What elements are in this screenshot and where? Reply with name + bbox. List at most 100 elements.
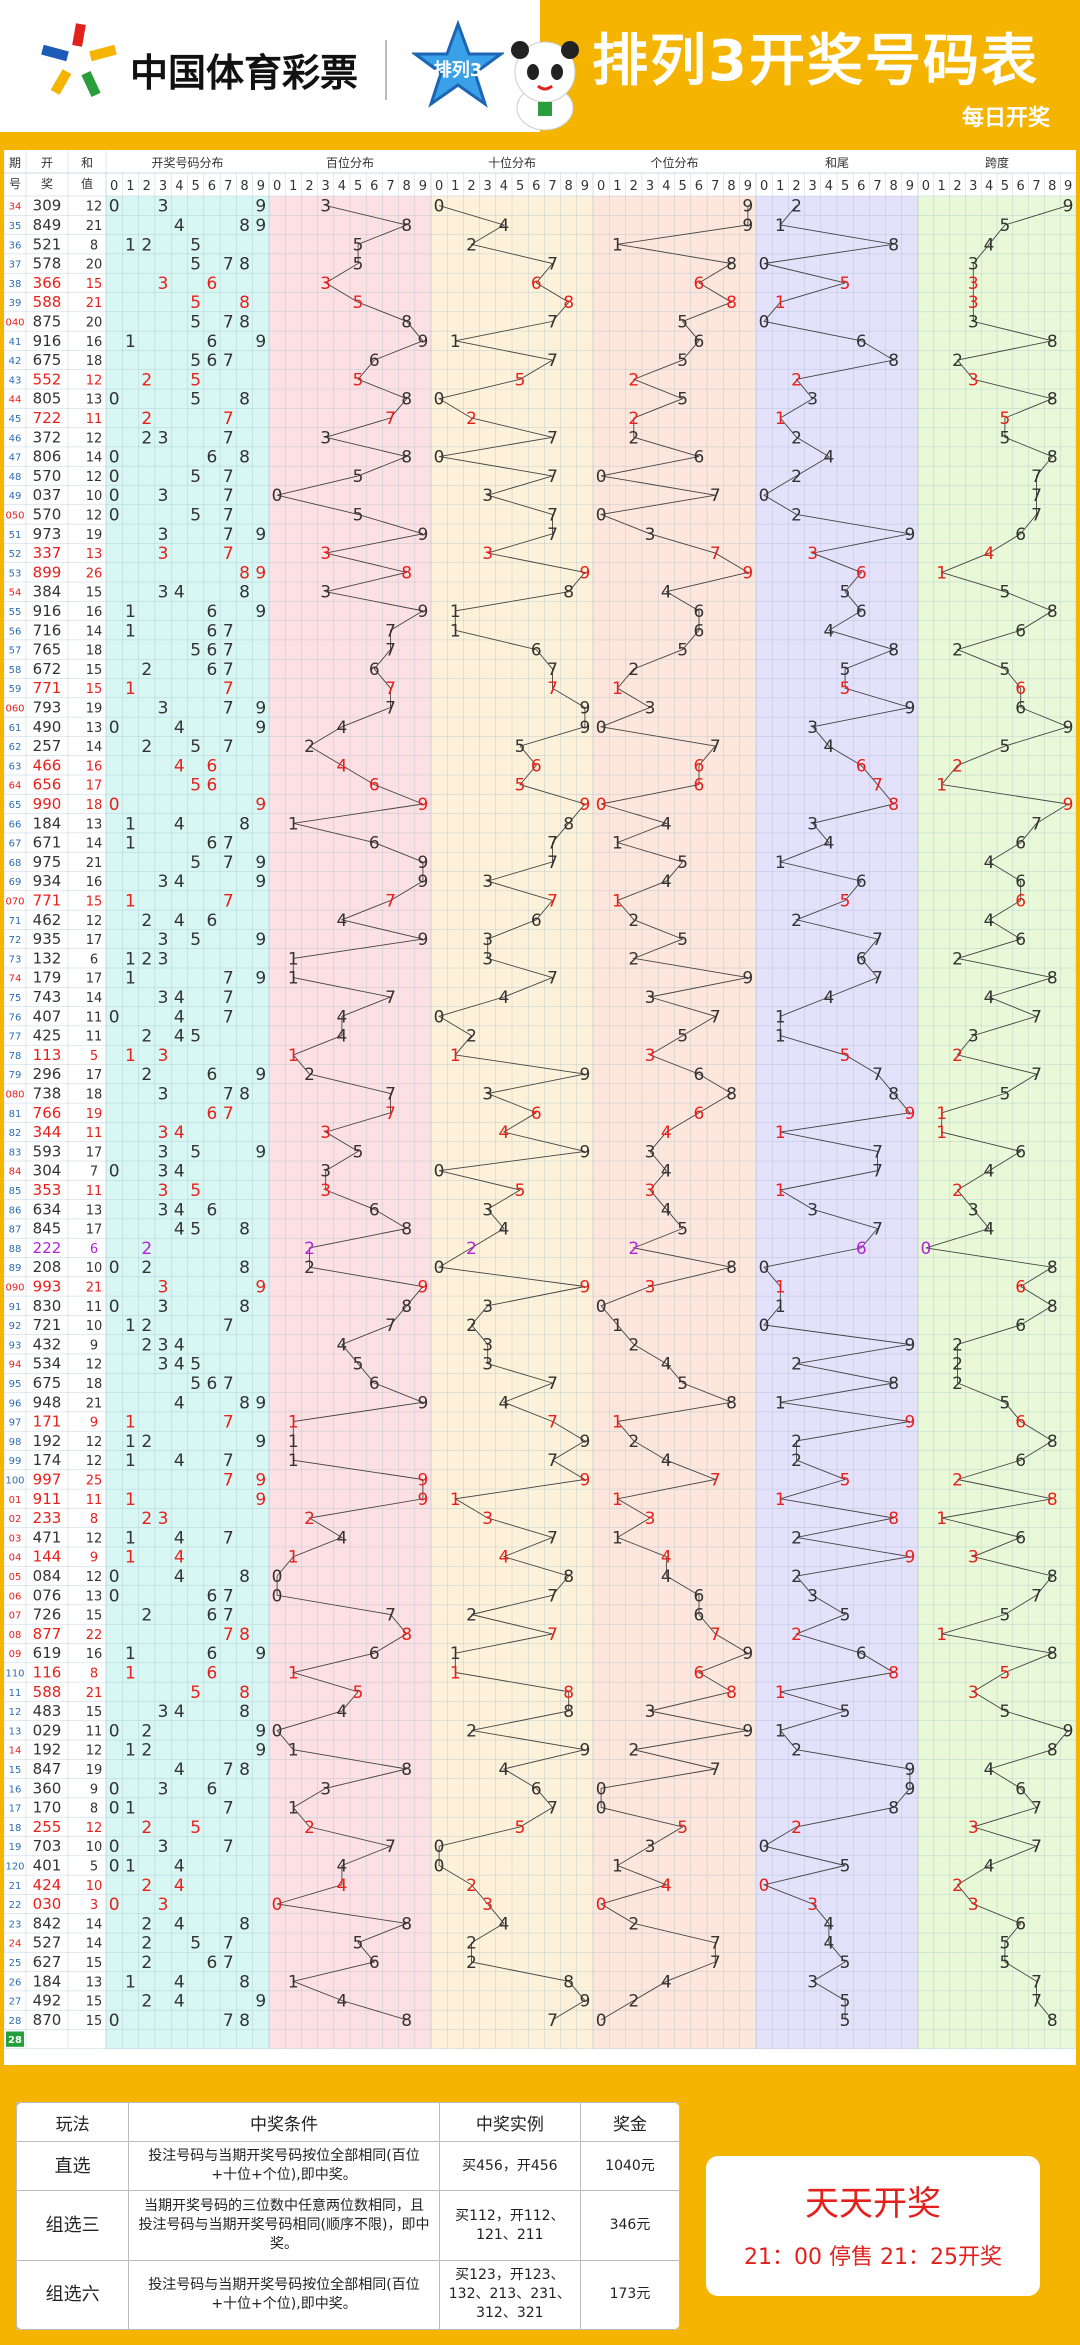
trend-mark: 2 [791,1567,802,1587]
trend-mark: 8 [888,1663,899,1683]
trend-mark: 3 [645,525,656,545]
trend-mark: 4 [661,1162,672,1182]
trend-mark: 7 [872,930,883,950]
header-group-5: 跨度 [985,155,1009,170]
trend-mark: 6 [1015,1316,1026,1336]
period-label: 81 [9,1109,22,1120]
trend-mark: 2 [304,737,315,757]
period-label: 34 [9,202,22,213]
trend-mark: 7 [547,428,558,448]
dist-mark: 7 [223,1316,234,1336]
dist-mark: 8 [239,312,250,332]
trend-mark: 9 [417,602,428,622]
trend-mark: 3 [807,718,818,738]
trend-line-1 [276,205,425,2021]
trend-mark: 8 [888,795,899,815]
period-label: 01 [9,1495,22,1506]
trend-mark: 0 [759,1258,770,1278]
trend-mark: 1 [936,776,947,796]
draw-number: 132 [33,949,62,967]
trend-mark: 2 [791,428,802,448]
sum-value: 15 [86,663,103,678]
trend-mark: 0 [759,1876,770,1896]
trend-mark: 8 [726,293,737,313]
trend-mark: 8 [1047,969,1058,989]
trend-mark: 2 [952,641,963,661]
trend-mark: 9 [417,872,428,892]
trend-mark: 9 [904,1779,915,1799]
period-label: 040 [5,317,24,328]
dist-mark: 7 [223,1374,234,1394]
trend-mark: 5 [999,428,1010,448]
trend-mark: 5 [999,1084,1010,1104]
dist-mark: 8 [239,814,250,834]
draw-number: 845 [33,1220,62,1238]
dist-mark: 9 [255,1065,266,1085]
trend-mark: 9 [1063,795,1074,815]
trend-mark: 0 [434,448,445,468]
draw-number: 116 [33,1663,62,1681]
trend-mark: 8 [401,1625,412,1645]
rules-header-play: 玩法 [15,2102,130,2142]
trend-mark: 2 [952,1355,963,1375]
trend-mark: 5 [999,583,1010,603]
sum-value: 5 [90,1859,98,1874]
trend-mark: 6 [694,1586,705,1606]
trend-mark: 5 [840,679,851,699]
trend-mark: 6 [531,911,542,931]
period-label: 66 [9,819,22,830]
trend-mark: 5 [353,1934,364,1954]
sum-value: 9 [90,1551,98,1566]
dist-mark: 9 [255,332,266,352]
trend-mark: 7 [385,891,396,911]
trend-mark: 7 [385,698,396,718]
dist-mark: 2 [141,1876,152,1896]
dist-mark: 7 [223,1470,234,1490]
period-label: 09 [9,1649,22,1660]
sum-value: 5 [90,1049,98,1064]
dist-mark: 0 [109,197,120,217]
header: 中国体育彩票 排列3 排列3开奖号码表 每日开奖 [0,0,1080,140]
trend-mark: 4 [336,1528,347,1548]
trend-mark: 2 [628,409,639,429]
dist-mark: 5 [190,930,201,950]
dist-mark: 2 [141,409,152,429]
header-digit: 1 [776,179,784,194]
trend-mark: 7 [547,1625,558,1645]
dist-mark: 9 [255,197,266,217]
dist-mark: 3 [158,1335,169,1355]
trend-mark: 6 [1015,679,1026,699]
trend-mark: 7 [547,679,558,699]
dist-mark: 4 [174,1856,185,1876]
trend-mark: 1 [936,1123,947,1143]
trend-mark: 5 [999,660,1010,680]
sum-value: 21 [86,1686,103,1701]
draw-number: 849 [33,216,62,234]
trend-mark: 3 [807,544,818,564]
draw-number: 875 [33,312,62,330]
trend-mark: 2 [628,1914,639,1934]
trend-mark: 2 [791,505,802,525]
trend-mark: 8 [888,641,899,661]
period-label: 060 [5,703,24,714]
trend-mark: 3 [968,255,979,275]
trend-mark: 0 [434,1856,445,1876]
trend-mark: 8 [1047,1258,1058,1278]
draw-number: 492 [33,1992,62,2010]
trend-mark: 3 [320,428,331,448]
next-period-badge [6,2031,24,2047]
header-digit: 5 [516,179,524,194]
trend-mark: 7 [547,2011,558,2031]
page-subtitle: 每日开奖 [961,106,1050,131]
trend-mark: 8 [401,1297,412,1317]
trend-mark: 3 [645,1181,656,1201]
dist-mark: 5 [190,1220,201,1240]
dist-mark: 1 [125,1644,136,1664]
dist-mark: 4 [174,1992,185,2012]
dist-mark: 6 [207,911,218,931]
header-digit: 3 [159,179,167,194]
header-digit: 2 [792,179,800,194]
sum-value: 12 [86,1821,103,1836]
trend-mark: 2 [791,467,802,487]
header-digit: 9 [581,179,589,194]
